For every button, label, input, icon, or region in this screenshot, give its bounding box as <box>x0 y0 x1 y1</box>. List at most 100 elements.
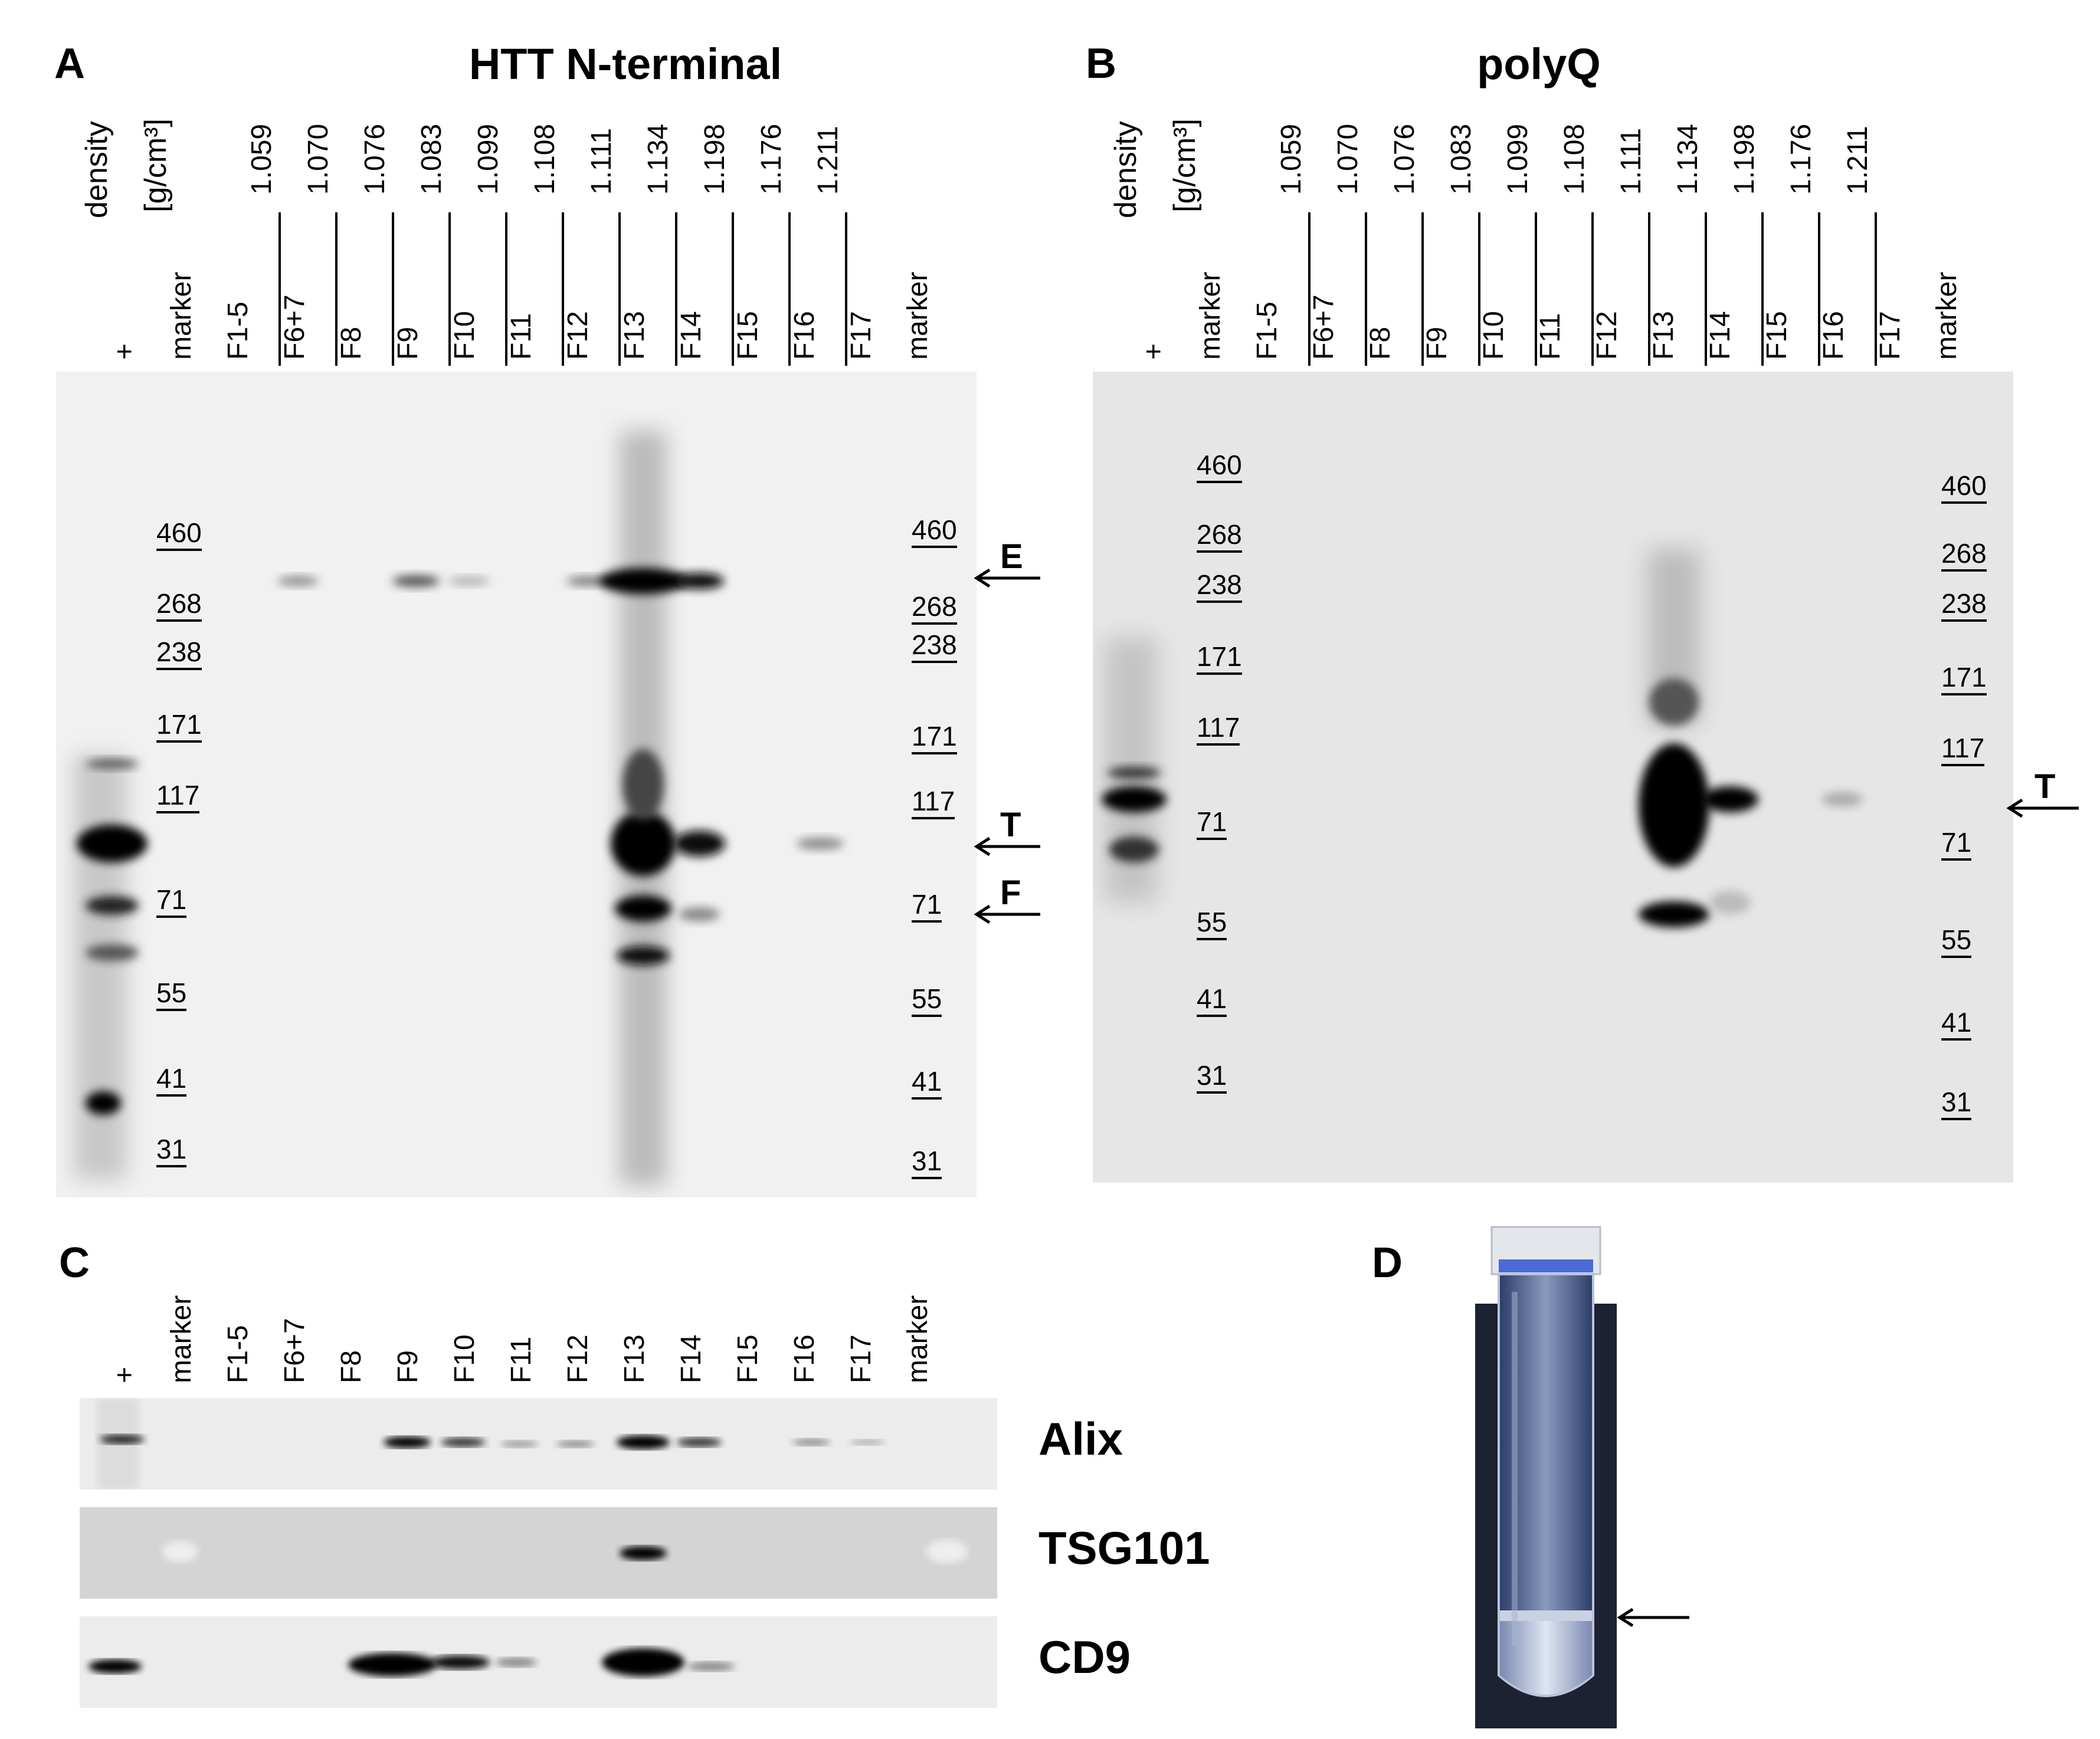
mw-marker-line <box>912 1097 942 1100</box>
mw-marker-line <box>1941 1038 1972 1041</box>
mw-marker-line <box>1197 838 1227 840</box>
lane-separator <box>618 212 621 366</box>
lane-label: marker <box>1195 271 1226 360</box>
panel-d-letter: D <box>1372 1239 1403 1287</box>
mw-marker-line <box>912 1015 942 1017</box>
mw-marker-value: 41 <box>912 1066 942 1097</box>
mw-marker-label: 460 <box>1941 470 1987 504</box>
lane-label: F6+7 <box>1308 294 1339 360</box>
mw-marker-line <box>912 752 957 754</box>
mw-marker-label: 117 <box>912 788 955 819</box>
lane-label: F16 <box>789 311 820 360</box>
density-value: 1.134 <box>1672 123 1703 195</box>
panel-a-letter: A <box>54 40 85 87</box>
lane-label: F8 <box>1365 326 1396 360</box>
mw-marker-line <box>912 920 942 923</box>
mw-marker-line <box>1197 938 1227 940</box>
lane-label: F1-5 <box>222 301 254 360</box>
mw-marker-label: 171 <box>156 711 202 743</box>
lane-separator <box>335 212 338 366</box>
panel-a-title: HTT N-terminal <box>469 40 782 88</box>
alix-strip <box>80 1398 997 1489</box>
lane-separator <box>1761 212 1764 366</box>
lane-separator <box>448 212 451 366</box>
density-value: 1.198 <box>699 123 730 195</box>
lane-label: + <box>109 343 140 360</box>
mw-marker-line <box>1197 1091 1227 1094</box>
lane-label: F9 <box>1421 326 1453 360</box>
mw-marker-line <box>1941 1118 1972 1120</box>
lane-separator <box>1308 212 1311 366</box>
lane-label: F12 <box>1591 311 1623 360</box>
mw-marker-label: 238 <box>156 636 202 670</box>
lane-label: F9 <box>392 326 424 360</box>
density-value: 1.083 <box>416 123 447 195</box>
lane-label: F15 <box>1761 311 1793 360</box>
lane-label: F16 <box>789 1334 820 1383</box>
lane-label: marker <box>902 1295 933 1383</box>
lane-label: F6+7 <box>279 294 310 360</box>
mw-marker-line <box>912 546 957 548</box>
mw-marker-line <box>1197 1015 1227 1017</box>
panel-a-density-unit: [g/cm³] <box>139 119 173 212</box>
mw-marker-value: 238 <box>1197 569 1242 600</box>
mw-marker-value: 238 <box>1941 588 1987 619</box>
mw-marker-label: 55 <box>912 985 942 1017</box>
mw-marker-label: 55 <box>156 979 187 1011</box>
mw-marker-label: 55 <box>1197 908 1227 940</box>
lane-separator <box>845 212 847 366</box>
mw-marker-label: 460 <box>156 517 202 551</box>
mw-marker-value: 268 <box>156 588 202 619</box>
panel-b-density-label: density <box>1109 121 1143 218</box>
lane-label: F9 <box>392 1350 424 1383</box>
mw-marker-line <box>156 549 202 551</box>
lane-label: F1-5 <box>1252 301 1283 360</box>
mw-marker-label: 117 <box>156 782 200 813</box>
panel-a-arrow-t-label: T <box>1000 806 1021 844</box>
lane-label: + <box>1138 343 1169 360</box>
mw-marker-line <box>156 811 200 813</box>
mw-marker-label: 71 <box>1941 829 1972 861</box>
panel-a-arrow-t-icon <box>974 836 1040 857</box>
lane-separator <box>1365 212 1367 366</box>
lane-label: marker <box>1931 271 1963 360</box>
density-value: 1.176 <box>756 123 787 195</box>
mw-marker-line <box>156 916 187 918</box>
mw-marker-value: 238 <box>156 636 202 667</box>
tsg101-label: TSG101 <box>1038 1522 1210 1574</box>
lane-separator <box>1421 212 1424 366</box>
mw-marker-line <box>1941 858 1972 861</box>
mw-marker-value: 460 <box>1197 449 1242 480</box>
mw-marker-value: 31 <box>912 1146 942 1176</box>
mw-marker-label: 268 <box>1941 540 1987 572</box>
mw-marker-value: 460 <box>912 514 957 545</box>
lane-label: F11 <box>506 313 537 360</box>
tsg101-strip <box>80 1507 997 1599</box>
lane-separator <box>1535 212 1537 366</box>
lane-label: F11 <box>506 1336 537 1383</box>
mw-marker-label: 71 <box>912 891 942 923</box>
lane-label: F14 <box>676 311 707 360</box>
mw-marker-value: 460 <box>1941 470 1987 501</box>
lane-label: F12 <box>562 311 594 360</box>
mw-marker-line <box>1197 550 1242 553</box>
lane-label: F17 <box>846 1334 877 1383</box>
mw-marker-label: 171 <box>912 723 957 754</box>
mw-marker-label: 238 <box>912 631 957 663</box>
mw-marker-value: 460 <box>156 517 202 548</box>
density-value: 1.111 <box>1616 128 1647 195</box>
lane-label: F8 <box>336 1350 367 1383</box>
density-value: 1.111 <box>586 128 617 195</box>
mw-marker-label: 268 <box>156 588 202 622</box>
mw-marker-value: 71 <box>1197 806 1227 837</box>
lane-label: marker <box>166 1295 197 1383</box>
lane-label: F17 <box>846 311 877 360</box>
mw-marker-label: 171 <box>1197 643 1242 675</box>
mw-marker-line <box>1941 693 1987 695</box>
panel-b-density-unit: [g/cm³] <box>1168 119 1202 212</box>
centrifuge-tube-photo <box>1475 1203 1617 1728</box>
mw-marker-label: 238 <box>1197 569 1242 603</box>
lane-label: F15 <box>732 1334 764 1383</box>
density-value: 1.083 <box>1446 123 1477 195</box>
lane-label: F10 <box>449 311 480 360</box>
